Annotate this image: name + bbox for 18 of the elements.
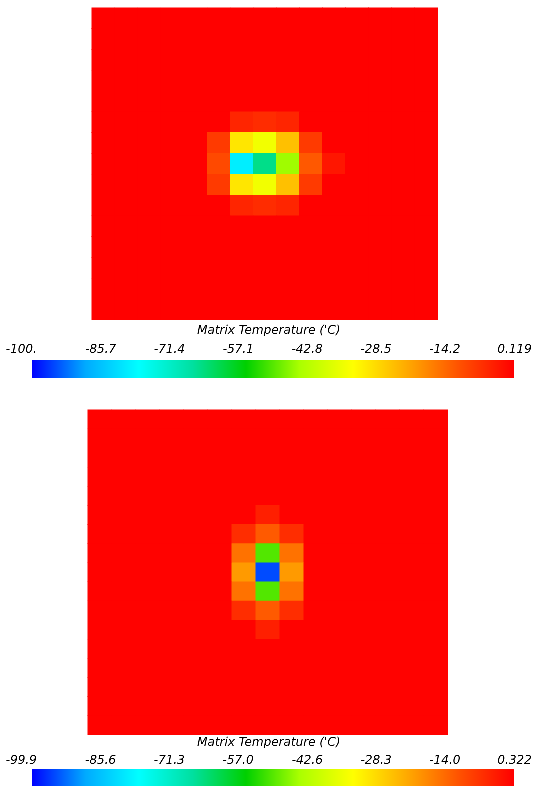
- color-bar-label: -99.9: [6, 753, 38, 767]
- color-bar-label: -57.0: [222, 753, 254, 767]
- color-bar-label: -71.4: [154, 342, 186, 356]
- color-bar-title: Matrix Temperature ('C): [197, 323, 341, 337]
- color-bar-title: Matrix Temperature ('C): [197, 735, 341, 749]
- color-bar-label: -14.2: [430, 342, 461, 356]
- color-bar-label: -57.1: [223, 342, 254, 356]
- color-bar-label: 0.322: [498, 753, 532, 767]
- color-bar-label: -28.3: [360, 753, 392, 767]
- color-bar-label: -42.6: [292, 753, 324, 767]
- color-bar-label: -85.7: [85, 342, 117, 356]
- color-bar-label: -28.5: [360, 342, 392, 356]
- color-bar-label: -71.3: [154, 753, 186, 767]
- color-bar-label: 0.119: [498, 342, 532, 356]
- color-bar-label: -85.6: [85, 753, 117, 767]
- color-bar-label: -100.: [6, 342, 38, 356]
- color-bar-label: -14.0: [430, 753, 462, 767]
- color-bar-label: -42.8: [292, 342, 324, 356]
